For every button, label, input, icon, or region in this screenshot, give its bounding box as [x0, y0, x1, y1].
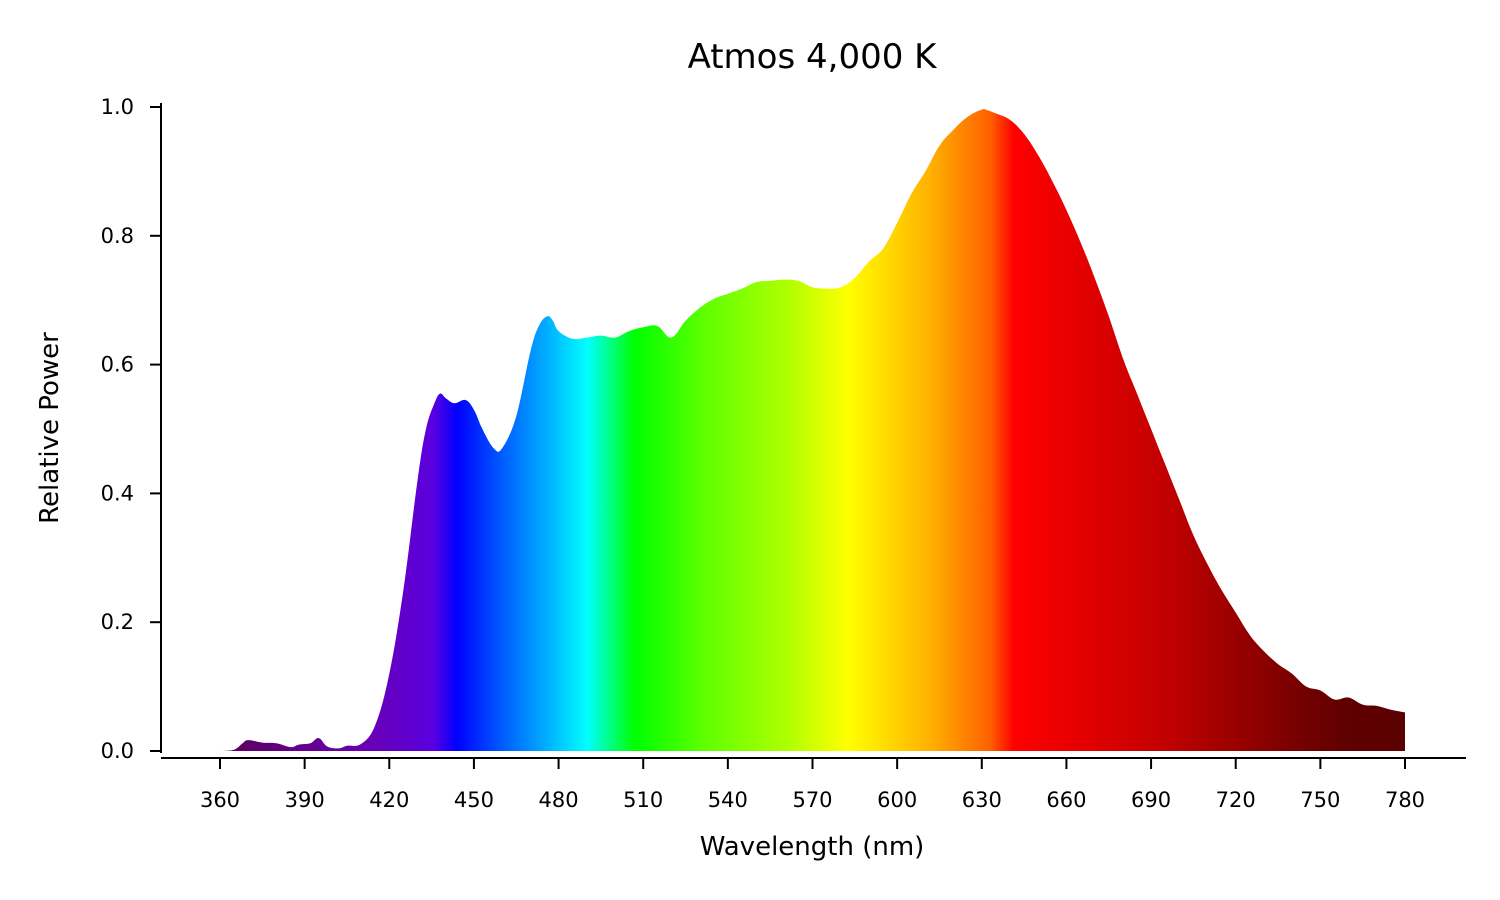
- x-tick-label: 690: [1131, 788, 1171, 812]
- chart-title: Atmos 4,000 K: [688, 37, 939, 77]
- x-tick-label: 480: [539, 788, 579, 812]
- y-axis: 0.0 0.2 0.4 0.6 0.8 1.0: [101, 95, 162, 763]
- y-tick-label: 0.8: [101, 224, 134, 248]
- x-tick-label: 660: [1046, 788, 1086, 812]
- x-tick-label: 450: [454, 788, 494, 812]
- spectrum-area: [220, 109, 1405, 751]
- x-tick-label: 360: [200, 788, 240, 812]
- x-axis-title: Wavelength (nm): [700, 832, 925, 862]
- y-tick-label: 0.6: [101, 353, 134, 377]
- x-axis: 360 390 420 450 480 510 540 570 600 630 660 690 720 7…: [161, 757, 1466, 812]
- x-tick-label: 780: [1385, 788, 1425, 812]
- x-tick-label: 540: [708, 788, 748, 812]
- y-tick-label: 1.0: [101, 95, 134, 119]
- y-tick-label: 0.2: [101, 610, 134, 634]
- x-tick-label: 630: [962, 788, 1002, 812]
- x-tick-label: 510: [623, 788, 663, 812]
- y-axis-title: Relative Power: [35, 332, 65, 524]
- x-tick-label: 420: [369, 788, 409, 812]
- y-tick-label: 0.0: [101, 739, 134, 763]
- y-tick-label: 0.4: [101, 481, 134, 505]
- x-tick-label: 720: [1216, 788, 1256, 812]
- x-tick-label: 390: [285, 788, 325, 812]
- x-tick-label: 600: [877, 788, 917, 812]
- x-tick-label: 750: [1300, 788, 1340, 812]
- x-tick-label: 570: [792, 788, 832, 812]
